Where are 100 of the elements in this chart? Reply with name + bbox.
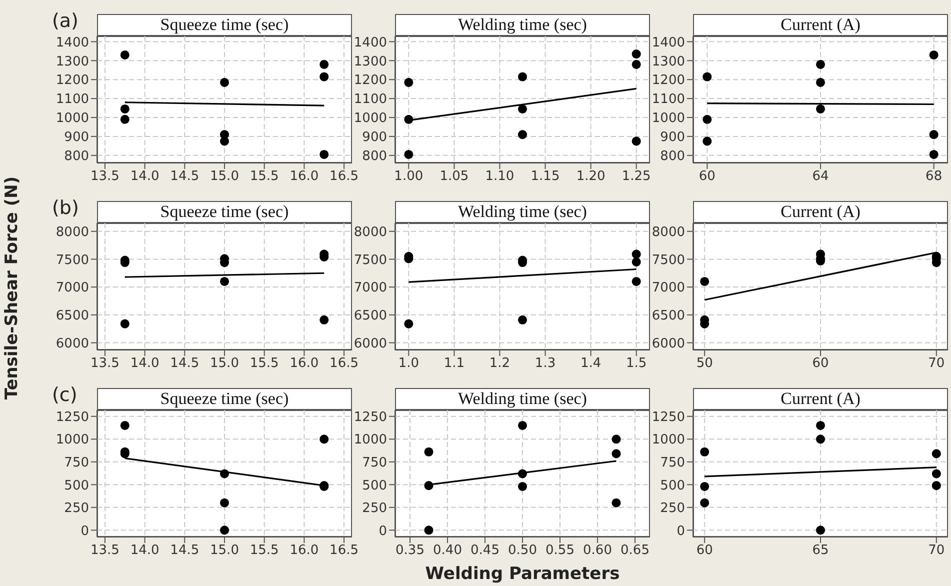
x-tick-label: 0.60 <box>583 543 612 558</box>
x-axis-title: Welding Parameters <box>424 564 621 584</box>
x-tick-label: 70 <box>928 356 945 372</box>
y-tick-label: 1000 <box>56 432 89 448</box>
x-tick-label: 16.0 <box>290 543 319 558</box>
y-tick-label: 8000 <box>354 224 387 240</box>
y-tick-label: 1200 <box>652 73 685 88</box>
x-tick-label: 0.45 <box>470 543 500 558</box>
y-tick-label: 1000 <box>56 111 89 126</box>
x-tick-label: 1.05 <box>440 169 469 184</box>
x-tick-label: 13.5 <box>90 543 120 558</box>
x-tick-label: 50 <box>696 356 713 372</box>
y-tick-label: 7000 <box>56 280 89 296</box>
x-tick-label: 1.20 <box>576 169 606 184</box>
x-tick-label: 60 <box>696 543 713 558</box>
x-tick-label: 70 <box>928 543 945 558</box>
x-tick-label: 0.65 <box>620 543 650 558</box>
y-tick-label: 500 <box>660 478 685 494</box>
x-tick-label: 1.25 <box>622 169 651 184</box>
x-tick-label: 1.3 <box>534 356 556 372</box>
y-tick-label: 800 <box>660 149 685 164</box>
y-tick-label: 500 <box>64 478 89 494</box>
x-tick-label: 0.40 <box>433 543 462 558</box>
y-tick-label: 7000 <box>354 280 387 296</box>
x-tick-label: 60 <box>812 356 829 372</box>
x-tick-label: 14.5 <box>170 356 200 372</box>
chart-title: Squeeze time (sec) <box>97 201 352 223</box>
y-tick-label: 1000 <box>354 432 387 448</box>
x-tick-label: 14.0 <box>130 356 160 372</box>
y-tick-label: 900 <box>660 130 685 146</box>
x-tick-label: 14.0 <box>130 169 160 184</box>
y-tick-label: 1000 <box>652 432 685 448</box>
x-tick-label: 0.35 <box>396 543 424 558</box>
x-tick-label: 64 <box>812 169 829 184</box>
y-tick-label: 1400 <box>354 35 387 50</box>
y-tick-label: 750 <box>660 456 685 471</box>
x-tick-label: 1.10 <box>485 169 514 184</box>
y-tick-label: 0 <box>80 524 89 539</box>
x-tick-label: 14.5 <box>170 169 200 184</box>
y-tick-label: 750 <box>64 456 89 471</box>
x-tick-label: 60 <box>698 169 716 184</box>
y-tick-label: 1250 <box>652 410 685 425</box>
x-tick-label: 13.5 <box>90 356 120 372</box>
y-tick-label: 1000 <box>354 111 387 126</box>
y-tick-label: 6500 <box>56 308 89 324</box>
x-tick-label: 1.2 <box>489 356 510 372</box>
x-tick-label: 15.5 <box>250 169 279 184</box>
x-tick-label: 14.0 <box>130 543 160 558</box>
y-tick-label: 8000 <box>652 224 685 240</box>
y-tick-label: 1300 <box>354 54 387 70</box>
y-tick-label: 6500 <box>652 308 685 324</box>
chart-title: Current (A) <box>693 14 948 36</box>
y-tick-label: 1300 <box>652 54 685 70</box>
y-tick-label: 250 <box>660 501 685 516</box>
chart-title: Welding time (sec) <box>395 388 650 410</box>
x-tick-label: 16.0 <box>290 356 319 372</box>
y-tick-label: 750 <box>362 456 387 471</box>
x-tick-label: 1.00 <box>394 169 424 184</box>
chart-title: Squeeze time (sec) <box>97 388 352 410</box>
y-tick-label: 800 <box>64 149 89 164</box>
x-tick-label: 16.5 <box>330 543 359 558</box>
x-tick-label: 14.5 <box>170 543 200 558</box>
y-tick-label: 6000 <box>56 336 89 352</box>
y-tick-label: 1000 <box>652 111 685 126</box>
y-tick-label: 250 <box>64 501 89 516</box>
chart-title: Current (A) <box>693 388 948 410</box>
chart-title: Welding time (sec) <box>395 201 650 223</box>
y-tick-label: 800 <box>362 149 387 164</box>
y-tick-label: 6000 <box>354 336 387 352</box>
x-tick-label: 1.4 <box>580 356 602 372</box>
x-tick-label: 1.5 <box>626 356 647 372</box>
x-tick-label: 68 <box>926 169 942 184</box>
y-tick-label: 1300 <box>56 54 89 70</box>
y-tick-label: 6000 <box>652 336 685 352</box>
x-tick-label: 15.0 <box>210 356 239 372</box>
y-tick-label: 900 <box>64 130 89 146</box>
y-tick-label: 0 <box>378 524 387 539</box>
y-tick-label: 8000 <box>56 224 89 240</box>
y-tick-label: 1100 <box>56 92 89 108</box>
y-tick-label: 1100 <box>652 92 685 108</box>
x-tick-label: 16.0 <box>290 169 319 184</box>
text: (c) <box>52 384 78 406</box>
y-tick-label: 6500 <box>354 308 387 324</box>
y-tick-label: 250 <box>362 501 387 516</box>
y-tick-label: 1200 <box>56 73 89 88</box>
chart-title: Squeeze time (sec) <box>97 14 352 36</box>
x-tick-label: 15.5 <box>250 356 279 372</box>
text: (a) <box>52 10 78 32</box>
y-tick-label: 900 <box>362 130 387 146</box>
y-tick-label: 1250 <box>354 410 387 425</box>
y-tick-label: 1100 <box>354 92 387 108</box>
x-tick-label: 0.55 <box>546 543 574 558</box>
x-tick-label: 16.5 <box>330 169 359 184</box>
y-tick-label: 1250 <box>56 410 89 425</box>
x-tick-label: 15.5 <box>250 543 279 558</box>
chart-title: Current (A) <box>693 201 948 223</box>
x-tick-label: 1.1 <box>444 356 465 372</box>
x-tick-label: 16.5 <box>330 356 359 372</box>
y-axis-title: Tensile-Shear Force (N) <box>2 176 22 400</box>
x-tick-label: 15.0 <box>210 543 239 558</box>
